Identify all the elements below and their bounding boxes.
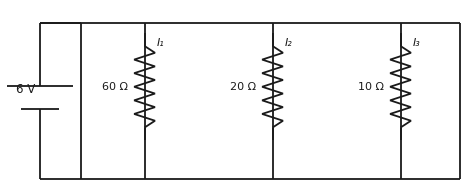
Text: 10 Ω: 10 Ω xyxy=(358,82,384,92)
Text: I₂: I₂ xyxy=(284,38,292,48)
Text: I₃: I₃ xyxy=(412,38,420,48)
Text: 20 Ω: 20 Ω xyxy=(230,82,256,92)
Text: 6 V: 6 V xyxy=(16,83,36,96)
Text: I₁: I₁ xyxy=(156,38,164,48)
Text: 60 Ω: 60 Ω xyxy=(102,82,128,92)
